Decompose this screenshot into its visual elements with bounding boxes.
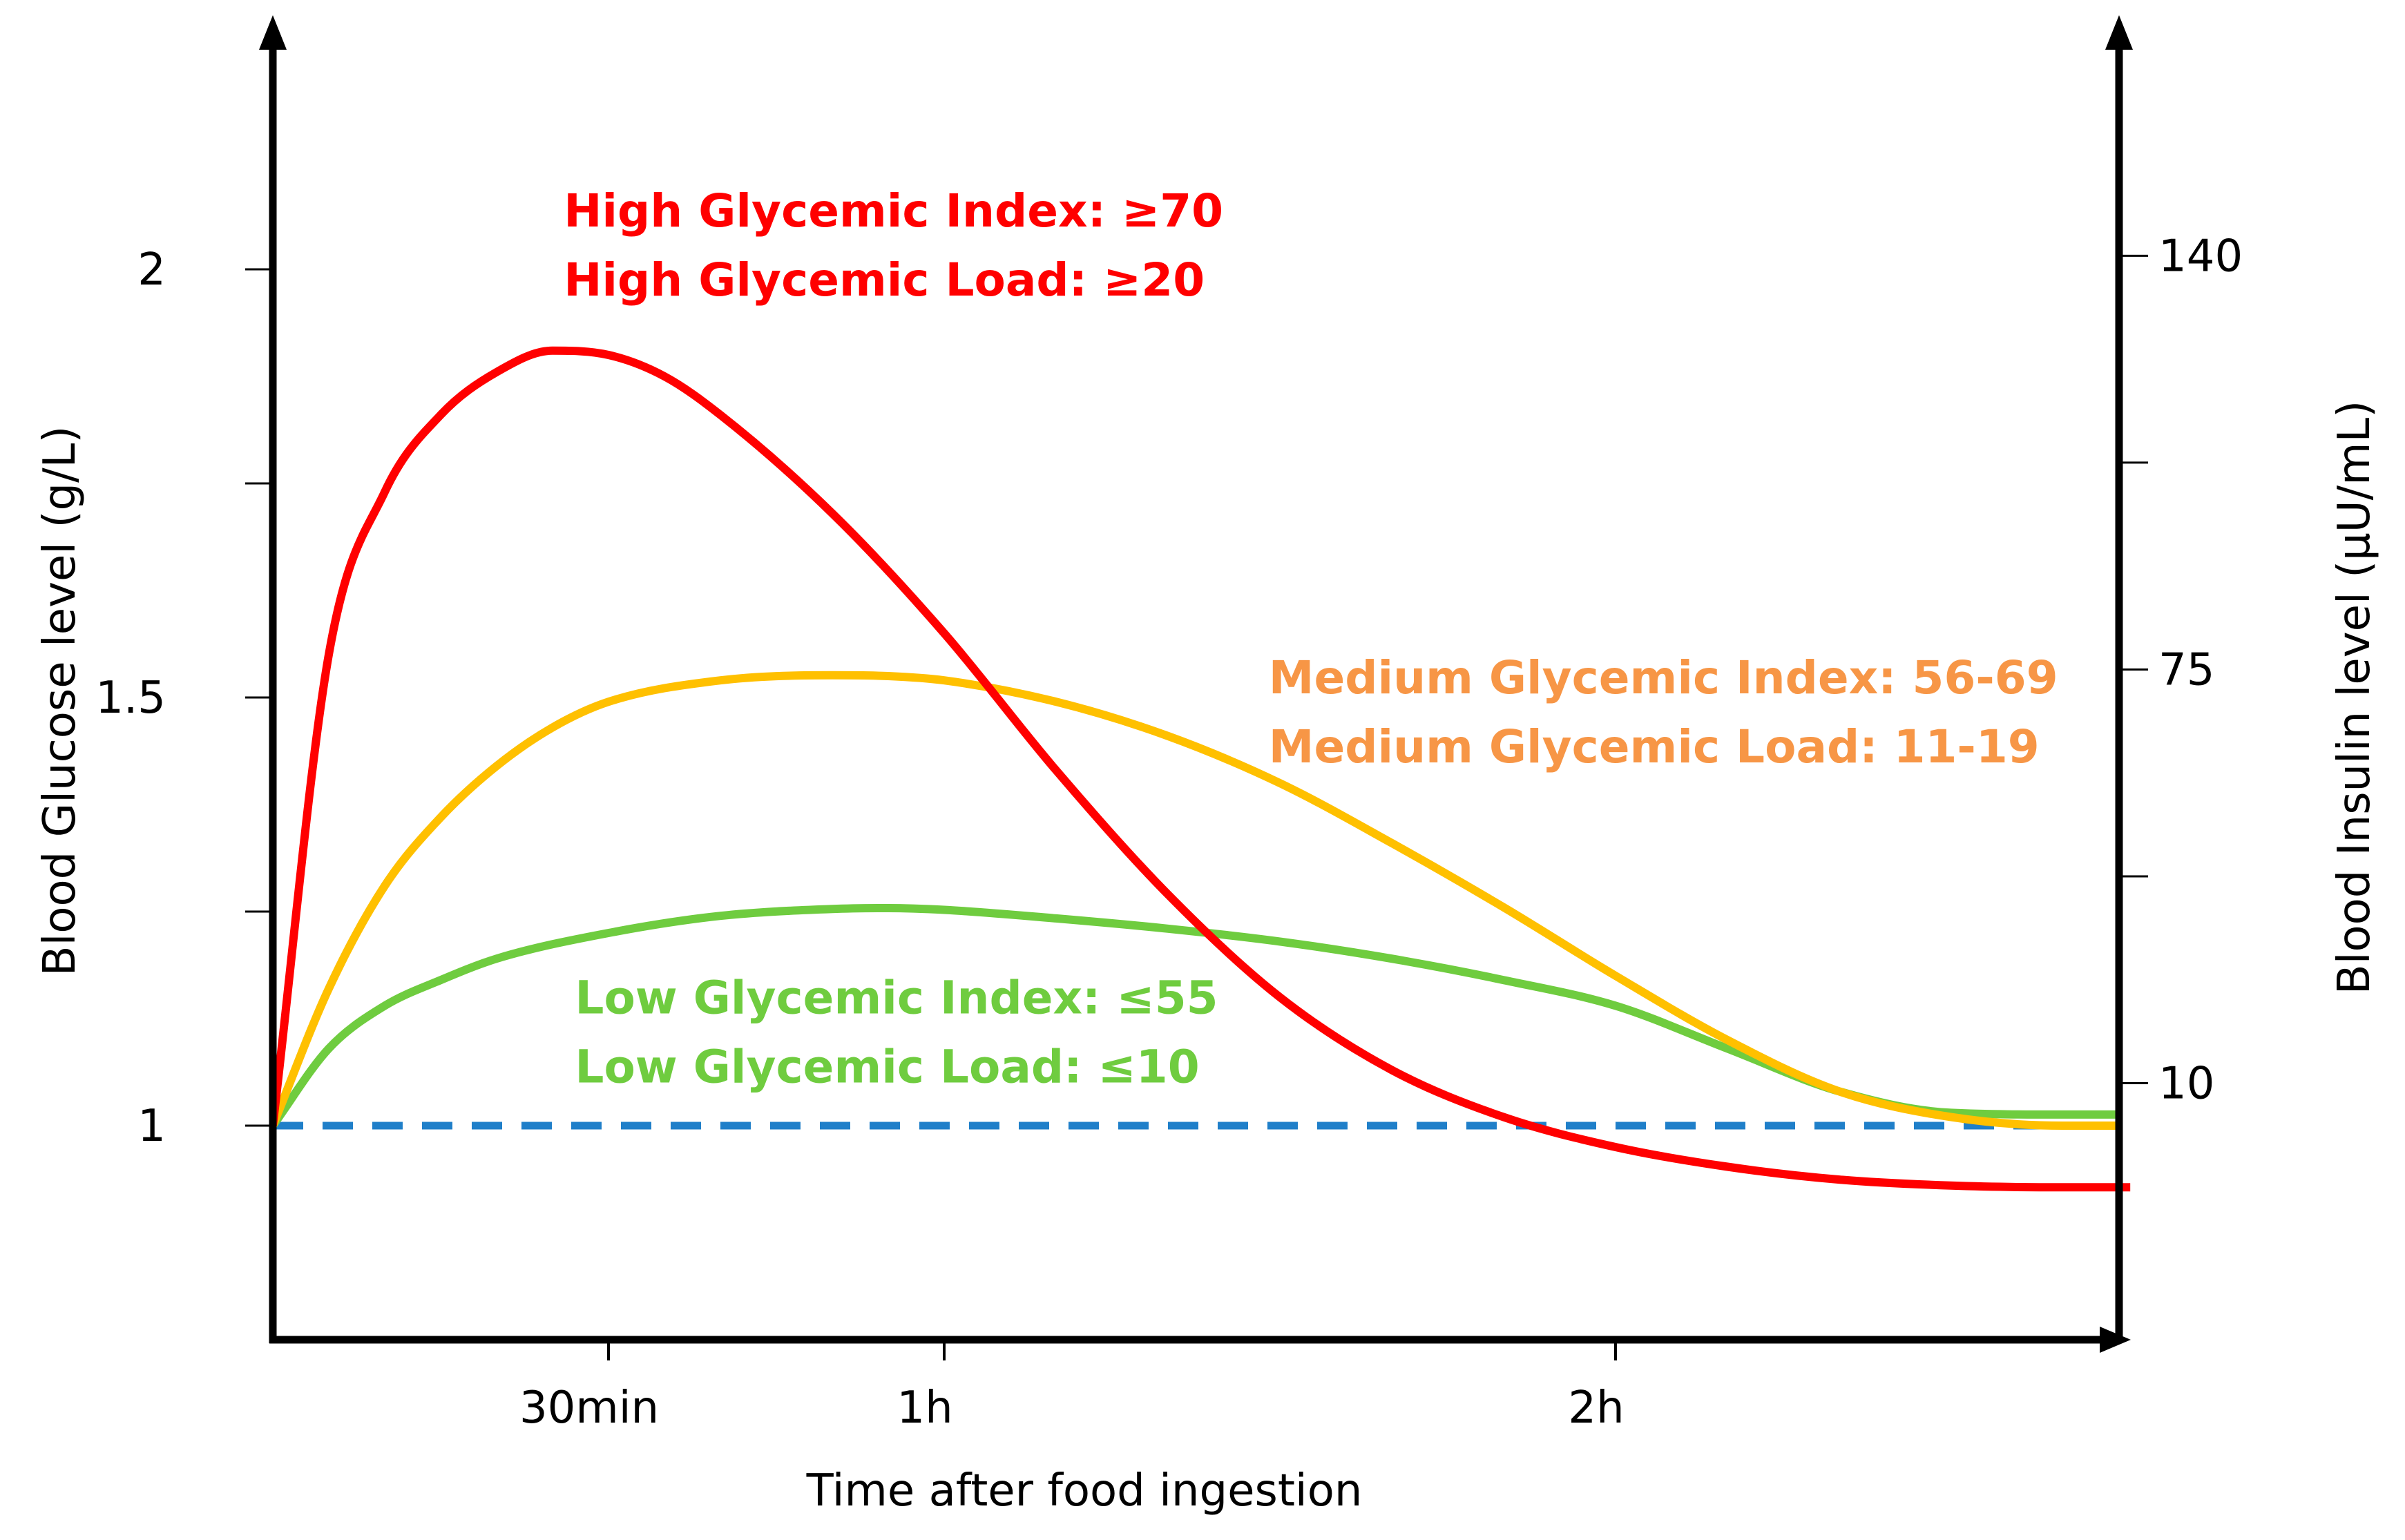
x-tick-label: 30min xyxy=(519,1383,659,1434)
series-label-low-glycemic: Low Glycemic Index: ≤55 xyxy=(575,972,1218,1025)
x-axis-title: Time after food ingestion xyxy=(806,1465,1363,1517)
series-label-medium-glycemic: Medium Glycemic Index: 56-69 xyxy=(1269,651,2058,704)
y-left-tick-label: 1.5 xyxy=(95,673,166,724)
ticks: 30min 1h 2h 1 1.5 2 10 75 140 xyxy=(95,231,2243,1434)
y-axis-left-title: Blood Glucose level (g/L) xyxy=(35,426,86,976)
plot-curves xyxy=(273,346,2131,1192)
y-right-tick-label: 10 xyxy=(2158,1059,2214,1110)
series-labels: High Glycemic Index: ≥70 High Glycemic Lo… xyxy=(564,184,2058,1094)
y-left-tick-label: 1 xyxy=(137,1101,166,1152)
series-line-medium-glycemic xyxy=(273,671,2119,1130)
y-axis-left-arrow xyxy=(259,15,287,50)
x-tick-label: 2h xyxy=(1568,1383,1624,1434)
series-label-high-glycemic: High Glycemic Load: ≥20 xyxy=(564,253,1205,307)
y-right-tick-label: 75 xyxy=(2158,644,2214,695)
series-label-high-glycemic: High Glycemic Index: ≥70 xyxy=(564,184,1223,238)
series-line-high-glycemic xyxy=(273,346,2131,1192)
y-axis-right-title: Blood Insulin level (µU/mL) xyxy=(2329,401,2380,994)
series-label-low-glycemic: Low Glycemic Load: ≤10 xyxy=(575,1041,1199,1094)
x-tick-label: 1h xyxy=(897,1383,952,1434)
y-right-tick-label: 140 xyxy=(2158,231,2243,282)
y-left-tick-label: 2 xyxy=(137,244,166,296)
series-label-medium-glycemic: Medium Glycemic Load: 11-19 xyxy=(1269,720,2040,773)
x-axis-arrow xyxy=(2100,1327,2131,1353)
y-axis-right-arrow xyxy=(2105,15,2133,50)
